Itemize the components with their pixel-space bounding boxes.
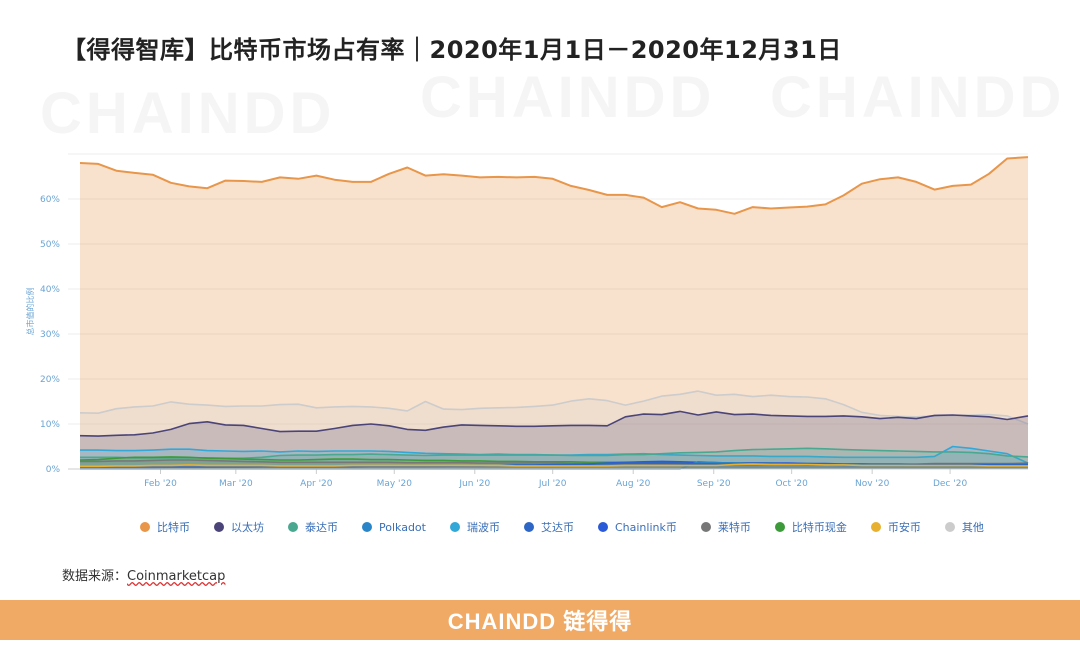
plot-area [68, 154, 1028, 469]
legend-label: 比特币现金 [791, 521, 847, 534]
page-title: 【得得智库】比特币市场占有率｜2020年1月1日－2020年12月31日 [62, 36, 842, 64]
source-label: 数据来源： [62, 569, 128, 584]
legend-label: 比特币 [157, 521, 190, 534]
series-line-0 [79, 156, 1029, 215]
series-line-9 [80, 463, 1028, 468]
legend-label: 以太坊 [231, 521, 264, 534]
legend-swatch [214, 522, 224, 532]
legend-label: 艾达币 [540, 521, 574, 534]
legend-label: Chainlink币 [614, 521, 677, 534]
legend-item[interactable]: 比特币现金 [774, 519, 847, 535]
x-tick-label: Jun '20 [458, 479, 490, 489]
watermark-logo: CHAINDD [420, 65, 716, 130]
data-source: 数据来源：Coinmarketcap [62, 565, 225, 584]
legend-swatch [944, 522, 955, 532]
x-tick-label: Apr '20 [300, 479, 333, 489]
legend-item[interactable]: 瑞波币 [449, 519, 500, 535]
footer-bar: CHAINDD 链得得 [0, 600, 1080, 640]
x-tick-label: Aug '20 [616, 479, 651, 489]
legend-label: 其他 [961, 521, 984, 534]
x-tick-label: Feb '20 [144, 479, 177, 489]
x-tick-label: May '20 [377, 479, 413, 489]
legend-label: 瑞波币 [466, 521, 500, 534]
y-tick-label: 40% [40, 285, 60, 295]
y-tick-label: 20% [40, 375, 60, 385]
legend-swatch [597, 522, 608, 532]
legend-item[interactable]: Polkadot [362, 519, 426, 535]
source-value: Coinmarketcap [127, 569, 226, 584]
x-tick-label: Nov '20 [855, 479, 890, 489]
y-tick-label: 0% [46, 465, 61, 475]
legend-item[interactable]: Chainlink币 [597, 519, 677, 535]
y-tick-label: 60% [40, 195, 60, 205]
legend-item[interactable]: 泰达币 [288, 519, 338, 535]
chart-legend: 比特币 以太坊 泰达币 Polkadot 瑞波币 艾达币 Chainlink币 莱特币 比特币现… [140, 519, 1008, 535]
watermark-logo: CHAINDD [40, 81, 336, 146]
market-share-chart: 0% 10% 20% 30% 40% 50% 60% 总市值的比例 Feb '20 Mar '20… [25, 153, 1029, 489]
legend-label: 币安币 [887, 521, 921, 534]
legend-swatch [870, 522, 881, 532]
legend-swatch [140, 522, 150, 532]
legend-item[interactable]: 其他 [944, 519, 984, 535]
legend-item[interactable]: 艾达币 [523, 519, 574, 535]
y-tick-label: 50% [40, 240, 60, 250]
legend-swatch [523, 522, 534, 532]
series-area-3 [80, 461, 1028, 469]
legend-item[interactable]: 以太坊 [214, 519, 264, 535]
x-tick-label: Dec '20 [933, 479, 967, 489]
legend-swatch [700, 522, 711, 532]
legend-swatch [774, 522, 785, 532]
legend-item[interactable]: 莱特币 [700, 519, 751, 535]
legend-label: 莱特币 [717, 521, 751, 534]
y-tick-label: 10% [40, 420, 60, 430]
series-area-0 [80, 157, 1028, 469]
legend-swatch [362, 522, 372, 532]
series-line-1 [79, 410, 1029, 437]
legend-swatch [288, 522, 298, 532]
watermark-logo: CHAINDD [770, 65, 1066, 130]
x-tick-label: Oct '20 [775, 479, 808, 489]
legend-swatch [449, 522, 460, 532]
y-axis-label: 总市值的比例 [25, 288, 35, 336]
series-line-10 [79, 390, 1029, 425]
legend-item[interactable]: 比特币 [140, 519, 190, 535]
legend-item[interactable]: 币安币 [870, 519, 921, 535]
x-tick-label: Sep '20 [697, 479, 731, 489]
x-tick-label: Mar '20 [219, 479, 253, 489]
y-tick-label: 30% [40, 330, 60, 340]
legend-label: Polkadot [379, 520, 426, 534]
x-tick-label: Jul '20 [538, 479, 567, 489]
legend-label: 泰达币 [305, 521, 338, 534]
footer-brand-logo: CHAINDD 链得得 [447, 609, 633, 634]
